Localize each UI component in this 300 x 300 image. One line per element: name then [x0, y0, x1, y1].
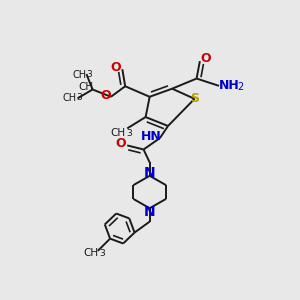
Text: N: N [144, 205, 155, 219]
Text: CH: CH [111, 128, 126, 138]
Text: 3: 3 [99, 249, 105, 258]
Text: CH: CH [72, 70, 86, 80]
Text: O: O [116, 137, 126, 150]
Text: O: O [200, 52, 211, 65]
Text: CH: CH [79, 82, 94, 92]
Text: O: O [110, 61, 121, 74]
Text: 2: 2 [237, 82, 243, 92]
Text: CH: CH [62, 93, 76, 103]
Text: O: O [100, 89, 110, 102]
Text: 3: 3 [126, 129, 132, 138]
Text: 3: 3 [76, 93, 82, 102]
Text: HN: HN [141, 130, 162, 143]
Text: NH: NH [219, 79, 240, 92]
Text: N: N [144, 166, 155, 180]
Text: S: S [190, 92, 199, 105]
Text: CH: CH [84, 248, 99, 258]
Text: 3: 3 [86, 70, 92, 80]
